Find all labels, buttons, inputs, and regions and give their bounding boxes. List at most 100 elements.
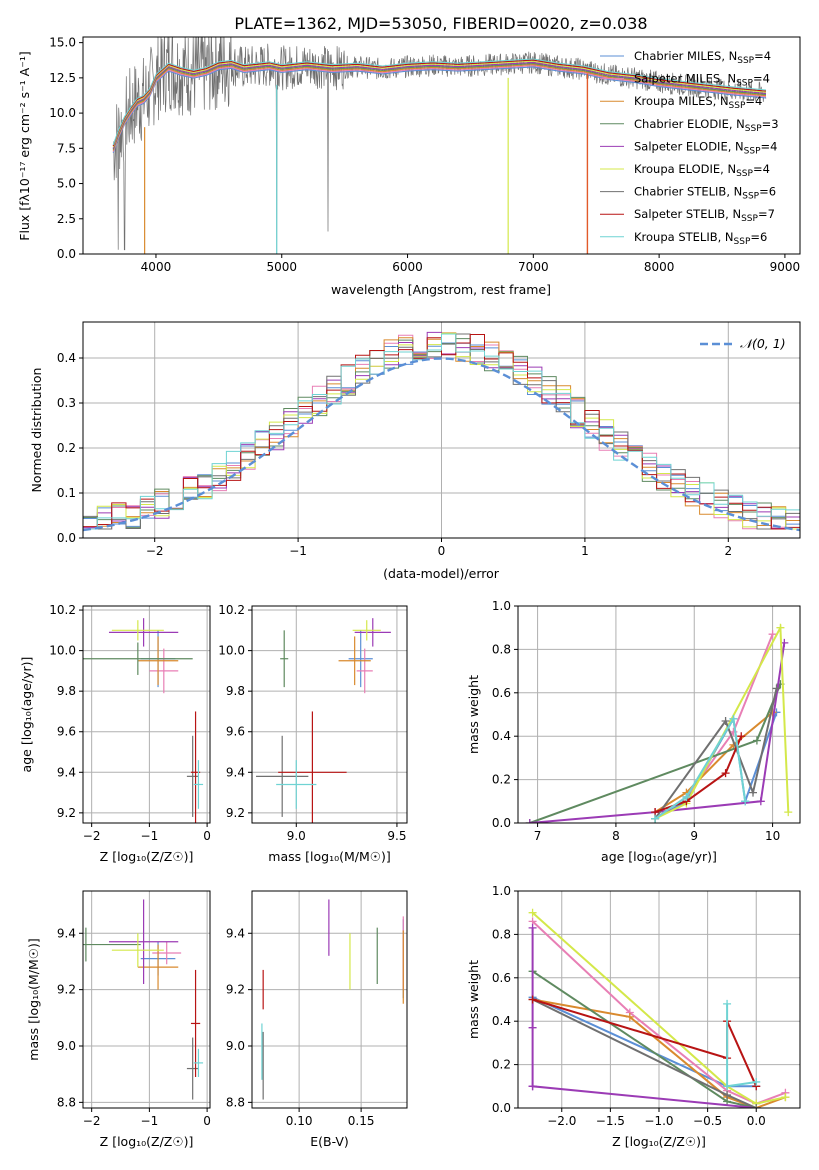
residual-ylabel: Normed distribution [29,368,44,493]
residual-axes [79,322,800,542]
massage-ytick-label: 9.8 [226,684,245,698]
legend-subscript: SSP [742,192,759,202]
agew-series-line [654,715,747,820]
spectrum-ytick-label: 15.0 [49,36,76,50]
ebv-frame [251,890,408,1109]
agew-xtick-label: 8 [612,829,620,843]
spectrum-ylabel: Flux [fλ10⁻¹⁷ erg cm⁻² s⁻¹ A⁻¹] [17,51,32,240]
massage-ytick-label: 9.2 [226,806,245,820]
zw-xtick-label: −0.5 [693,1114,722,1128]
legend-entry: Chabrier ELODIE, NSSP=3 [634,117,779,134]
legend-entry: Chabrier STELIB, NSSP=6 [634,185,776,202]
agew-ytick-label: 1.0 [492,599,511,613]
legend-subscript: SSP [736,79,753,89]
spectrum-ytick-label: 0.0 [57,247,76,261]
zw-point-marker [528,908,537,917]
zage-xtick-label: 0 [203,829,211,843]
legend-entry: Salpeter STELIB, NSSP=7 [634,207,775,224]
legend-eq: =4 [745,94,762,108]
zmass-xtick-label: −1 [141,1114,159,1128]
agew-point-marker [756,797,765,806]
residual-ytick-label: 0.4 [57,351,76,365]
zw-point-marker [528,995,537,1004]
massage-axes [248,606,407,827]
agew-point-marker [721,769,730,778]
legend-eq: =4 [761,139,778,153]
spectrum-xtick-label: 8000 [644,260,675,274]
zw-frame [517,890,801,1109]
agew-point-marker [737,732,746,741]
zage-ytick-label: 9.4 [57,765,76,779]
agew-xtick-label: 7 [534,829,542,843]
ebv-xlabel: E(B-V) [310,1134,349,1149]
legend-eq: =6 [750,230,767,244]
zmass-xtick-label: 0 [203,1114,211,1128]
legend-entry: Chabrier MILES, NSSP=4 [634,49,771,66]
spectrum-frame [82,36,801,255]
massage-frame [251,605,408,824]
residual-xlabel: (data-model)/error [383,566,500,581]
spectrum-xtick-label: 6000 [392,260,423,274]
zmass-ytick-label: 9.0 [57,1039,76,1053]
residual-xtick-label: −2 [146,544,164,558]
zmass-xlabel: Z [log₁₀(Z/Z☉)] [100,1134,194,1149]
residual-ytick-label: 0.1 [57,486,76,500]
legend-eq: =4 [753,72,770,86]
zmass-ytick-label: 9.2 [57,983,76,997]
legend-subscript: SSP [745,124,762,134]
zmass-xtick-label: −2 [83,1114,101,1128]
agew-point-marker [784,808,793,817]
zw-point-marker [528,1023,537,1032]
agew-xtick-label: 10 [765,829,780,843]
residual-histogram [83,332,800,530]
massage-xtick-label: 9.0 [287,829,306,843]
massage-ytick-label: 10.2 [218,603,245,617]
residual-ytick-label: 0.2 [57,441,76,455]
zage-xlabel: Z [log₁₀(Z/Z☉)] [100,849,194,864]
agew-xlabel: age [log₁₀(age/yr)] [601,849,717,864]
agew-axes [514,605,800,827]
agew-point-marker [776,623,785,632]
agew-ylabel: mass weight [466,675,481,754]
ebv-xtick-label: 0.10 [286,1114,313,1128]
spectrum-ytick-label: 5.0 [57,177,76,191]
ebv-ytick-label: 8.8 [226,1095,245,1109]
agew-point-marker [721,717,730,726]
zw-xtick-label: −1.0 [644,1114,673,1128]
agew-xtick-label: 9 [690,829,698,843]
zage-ytick-label: 9.8 [57,684,76,698]
zw-series-line [726,1003,757,1088]
zw-point-marker [723,999,732,1008]
spectrum-ytick-label: 12.5 [49,71,76,85]
zw-series-line [531,911,786,1105]
residual-ytick-label: 0.0 [57,531,76,545]
agew-point-marker [741,797,750,806]
zw-series-line [531,927,757,1108]
gaussian-reference-line [83,357,800,532]
zw-xtick-label: −2.0 [547,1114,576,1128]
zage-xtick-label: −1 [141,829,159,843]
spectrum-model-line [112,66,767,153]
legend-eq: =6 [759,185,776,199]
spectrum-xlabel: wavelength [Angstrom, rest frame] [331,282,551,297]
massage-xtick-label: 9.5 [387,829,406,843]
zw-xtick-label: −1.5 [596,1114,625,1128]
agew-point-marker [729,714,738,723]
zage-ytick-label: 9.2 [57,806,76,820]
agew-point-marker [772,684,781,693]
legend-eq: =3 [762,117,779,131]
residual-xtick-label: 0 [438,544,446,558]
zw-point-marker [528,923,537,932]
zage-ytick-label: 9.6 [57,725,76,739]
residual-frame [82,321,801,539]
ebv-ytick-label: 9.4 [226,926,245,940]
spectrum-model-line [112,64,767,151]
legend-eq: =7 [758,207,775,221]
massage-ytick-label: 9.4 [226,765,245,779]
zmass-ylabel: mass [log₁₀(M/M☉)] [26,938,41,1060]
agew-ytick-label: 0.6 [492,686,511,700]
residual-xtick-label: 2 [724,544,732,558]
agew-point-marker [525,819,534,823]
ebv-ytick-label: 9.0 [226,1039,245,1053]
zage-frame [82,605,211,824]
